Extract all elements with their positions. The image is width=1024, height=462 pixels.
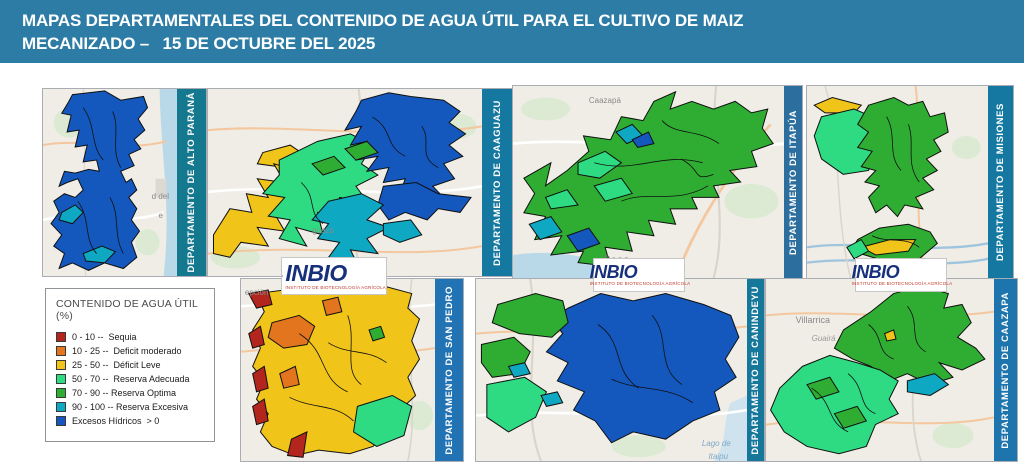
legend-chip-deficit-leve	[56, 360, 66, 370]
inbio-logo: INBIO INSTITUTO DE BIOTECNOLOGÍA AGRÍCOL…	[281, 257, 387, 295]
legend-row-excesos-hidricos: Excesos Hídricos > 0	[56, 414, 208, 428]
misiones-choropleth-svg	[807, 86, 988, 278]
panel-itapua: Caazapá Posa DEPARTAMENTO DE ITAPÚA	[512, 85, 803, 279]
inbio-logo-name: INBIO	[851, 262, 900, 283]
page-title-line1: MAPAS DEPARTAMENTALES DEL CONTENIDO DE A…	[22, 11, 744, 30]
legend-chip-reserva-excesiva	[56, 402, 66, 412]
legend: CONTENIDO DE AGUA ÚTIL (%) 0 - 10 -- Seq…	[45, 288, 215, 442]
itapua-choropleth-svg	[513, 86, 784, 278]
strip-san-pedro: DEPARTAMENTO DE SAN PEDRO	[435, 279, 463, 461]
inbio-logo-name: INBIO	[589, 262, 638, 283]
san-pedro-choropleth-svg	[241, 279, 435, 461]
legend-items: 0 - 10 -- Sequia 10 - 25 -- Deficit mode…	[56, 330, 208, 428]
panel-canindeyu: Lago de Itaipu DEPARTAMENTO DE CANINDEYU	[475, 278, 765, 462]
basemap-label: Villarrica	[795, 315, 830, 326]
page-title-line2: MECANIZADO – 15 DE OCTUBRE DEL 2025	[22, 34, 376, 53]
legend-chip-sequia	[56, 332, 66, 342]
map-san-pedro: epción	[241, 279, 435, 461]
strip-canindeyu: DEPARTAMENTO DE CANINDEYU	[747, 279, 764, 461]
legend-row-reserva-adecuada: 50 - 70 -- Reserva Adecuada	[56, 372, 208, 386]
legend-label-reserva-excesiva: 90 - 100 -- Reserva Excesiva	[72, 402, 189, 412]
panel-caaguazu: guazú DEPARTAMENTO DE CAAGUAZU	[207, 88, 513, 277]
inbio-logo: INBIO INSTITUTO DE BIOTECNOLOGÍA AGRÍCOL…	[852, 258, 952, 292]
inbio-logo-subtitle: INSTITUTO DE BIOTECNOLOGÍA AGRÍCOLA	[851, 281, 953, 287]
legend-chip-reserva-optima	[56, 388, 66, 398]
canindeyu-choropleth-svg	[476, 279, 747, 461]
legend-chip-reserva-adecuada	[56, 374, 66, 384]
inbio-logo-text: INBIO INSTITUTO DE BIOTECNOLOGÍA AGRÍCOL…	[285, 259, 386, 291]
dna-helix-icon	[282, 274, 284, 278]
legend-label-deficit-leve: 25 - 50 -- Déficit Leve	[72, 360, 161, 370]
inbio-logo-text: INBIO INSTITUTO DE BIOTECNOLOGÍA AGRÍCOL…	[590, 263, 691, 287]
legend-row-deficit-leve: 25 - 50 -- Déficit Leve	[56, 358, 208, 372]
legend-chip-excesos-hidricos	[56, 416, 66, 426]
strip-label-caazapa: DEPARTAMENTO DE CAAZAPA	[1000, 291, 1011, 449]
basemap-label: e	[158, 210, 163, 220]
strip-label-misiones: DEPARTAMENTO DE MISIONES	[995, 103, 1006, 261]
map-itapua: Caazapá Posa	[513, 86, 784, 278]
legend-label-excesos-hidricos: Excesos Hídricos > 0	[72, 416, 160, 426]
legend-label-reserva-optima: 70 - 90 -- Reserva Optima	[72, 388, 177, 398]
map-canindeyu: Lago de Itaipu	[476, 279, 747, 461]
inbio-logo-subtitle: INSTITUTO DE BIOTECNOLOGÍA AGRÍCOLA	[589, 281, 691, 287]
map-misiones	[807, 86, 988, 278]
strip-label-canindeyu: DEPARTAMENTO DE CANINDEYU	[750, 285, 761, 455]
caaguazu-choropleth-svg	[208, 89, 482, 276]
legend-title-line1: CONTENIDO DE AGUA ÚTIL	[56, 298, 199, 310]
strip-alto-parana: DEPARTAMENTO DE ALTO PARANÁ	[177, 89, 206, 276]
strip-misiones: DEPARTAMENTO DE MISIONES	[988, 86, 1013, 278]
legend-row-deficit-moderado: 10 - 25 -- Deficit moderado	[56, 344, 208, 358]
panel-alto-parana: d del e DEPARTAMENTO DE ALTO PARANÁ	[42, 88, 207, 277]
strip-caazapa: DEPARTAMENTO DE CAAZAPA	[994, 279, 1017, 461]
basemap-label: Guairá	[811, 333, 836, 343]
inbio-logo-text: INBIO INSTITUTO DE BIOTECNOLOGÍA AGRÍCOL…	[852, 263, 953, 287]
basemap-label: d del	[151, 191, 169, 201]
inbio-logo: INBIO INSTITUTO DE BIOTECNOLOGÍA AGRÍCOL…	[590, 258, 690, 292]
map-caazapa: Villarrica Guairá	[766, 279, 994, 461]
strip-label-san-pedro: DEPARTAMENTO DE SAN PEDRO	[443, 285, 455, 455]
panel-san-pedro: epción DEPARTAMENTO DE SAN PEDRO	[240, 278, 464, 462]
panel-caazapa: Villarrica Guairá DEPARTAMENTO DE CAAZAP…	[765, 278, 1018, 462]
legend-chip-deficit-moderado	[56, 346, 66, 356]
legend-title-line2: (%)	[56, 310, 73, 322]
basemap-label: Itaipu	[708, 451, 729, 461]
strip-label-caaguazu: DEPARTAMENTO DE CAAGUAZU	[491, 99, 503, 266]
strip-label-alto-parana: DEPARTAMENTO DE ALTO PARANÁ	[186, 92, 197, 273]
strip-label-itapua: DEPARTAMENTO DE ITAPÚA	[787, 109, 799, 255]
alto-parana-choropleth-svg	[43, 89, 177, 276]
header: MAPAS DEPARTAMENTALES DEL CONTENIDO DE A…	[0, 0, 1024, 63]
legend-row-sequia: 0 - 10 -- Sequia	[56, 330, 208, 344]
map-alto-parana: d del e	[43, 89, 177, 276]
strip-itapua: DEPARTAMENTO DE ITAPÚA	[784, 86, 802, 278]
inbio-logo-subtitle: INSTITUTO DE BIOTECNOLOGÍA AGRÍCOLA	[285, 284, 386, 290]
basemap-label: guazú	[312, 225, 334, 235]
legend-label-deficit-moderado: 10 - 25 -- Deficit moderado	[72, 346, 182, 356]
legend-label-reserva-adecuada: 50 - 70 -- Reserva Adecuada	[72, 374, 190, 384]
legend-row-reserva-excesiva: 90 - 100 -- Reserva Excesiva	[56, 400, 208, 414]
basemap-label: epción	[244, 288, 269, 298]
panel-misiones: DEPARTAMENTO DE MISIONES	[806, 85, 1014, 279]
basemap-label: Caazapá	[588, 95, 621, 105]
basemap-label: Lago de	[701, 439, 731, 449]
caazapa-choropleth-svg	[766, 279, 994, 461]
inbio-logo-name: INBIO	[285, 259, 347, 286]
map-caaguazu: guazú	[208, 89, 482, 276]
strip-caaguazu: DEPARTAMENTO DE CAAGUAZU	[482, 89, 512, 276]
legend-row-reserva-optima: 70 - 90 -- Reserva Optima	[56, 386, 208, 400]
legend-label-sequia: 0 - 10 -- Sequia	[72, 332, 137, 342]
